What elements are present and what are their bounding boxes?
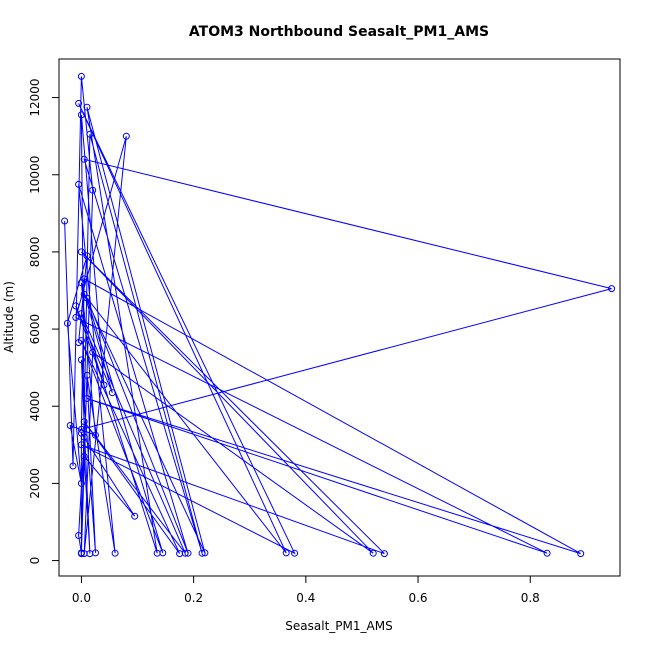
data-point [282, 549, 290, 557]
data-point [108, 389, 116, 397]
data-point [80, 433, 88, 441]
series-line [64, 76, 612, 555]
y-axis-label: Altitude (m) [2, 281, 16, 353]
data-point [72, 302, 80, 310]
data-point [111, 549, 119, 557]
data-point [83, 371, 91, 379]
chart-title: ATOM3 Northbound Seasalt_PM1_AMS [189, 24, 489, 40]
y-tick-label: 4000 [28, 391, 42, 422]
x-tick-label: 0.8 [521, 591, 540, 605]
data-point [608, 285, 616, 293]
data-point [75, 99, 83, 107]
data-point [176, 550, 184, 558]
data-point [72, 314, 80, 321]
data-point [89, 348, 97, 356]
series-group [61, 72, 616, 558]
data-point [184, 549, 192, 557]
data-point [100, 381, 108, 389]
data-point [77, 479, 85, 487]
data-point [77, 248, 85, 256]
data-point [69, 462, 77, 470]
data-point [63, 319, 71, 327]
data-point [291, 549, 299, 557]
data-point [77, 310, 85, 318]
y-tick-label: 6000 [28, 314, 42, 345]
data-point [89, 186, 97, 194]
y-tick-label: 2000 [28, 468, 42, 499]
y-tick-label: 8000 [28, 237, 42, 268]
data-point [201, 549, 209, 557]
data-point [77, 111, 85, 119]
data-point [61, 217, 69, 225]
x-tick-label: 0.6 [408, 591, 427, 605]
y-tick-label: 12000 [28, 78, 42, 116]
data-point [577, 550, 585, 558]
y-axis: 0 2000 4000 6000 8000 10000 12000 [28, 78, 60, 565]
data-point [86, 550, 94, 558]
data-point [131, 512, 139, 520]
data-point [80, 418, 88, 426]
data-point [77, 279, 85, 287]
data-point [83, 395, 91, 402]
data-point [369, 549, 377, 557]
data-point [92, 431, 99, 439]
data-point [77, 356, 85, 364]
data-point [77, 549, 85, 557]
y-tick-label: 0 [28, 557, 42, 565]
data-point [83, 252, 91, 260]
data-point [75, 532, 83, 539]
data-point [122, 132, 130, 140]
data-point [86, 130, 94, 138]
data-point [66, 422, 74, 429]
data-point [77, 441, 85, 449]
x-axis-label: Seasalt_PM1_AMS [285, 619, 392, 633]
x-axis: 0.0 0.2 0.4 0.6 0.8 [72, 575, 540, 605]
data-point [80, 452, 88, 460]
data-point [543, 549, 551, 557]
x-tick-label: 0.4 [296, 591, 315, 605]
data-point [198, 549, 206, 557]
data-point [159, 549, 167, 557]
data-point [380, 550, 388, 558]
data-point [77, 425, 85, 433]
data-point [83, 103, 91, 111]
data-point [75, 180, 83, 188]
data-point [77, 72, 85, 80]
x-tick-label: 0.2 [184, 591, 203, 605]
data-point [83, 294, 91, 302]
data-point [80, 155, 88, 163]
data-point [75, 339, 83, 347]
x-tick-label: 0.0 [72, 591, 91, 605]
y-tick-label: 10000 [28, 156, 42, 194]
